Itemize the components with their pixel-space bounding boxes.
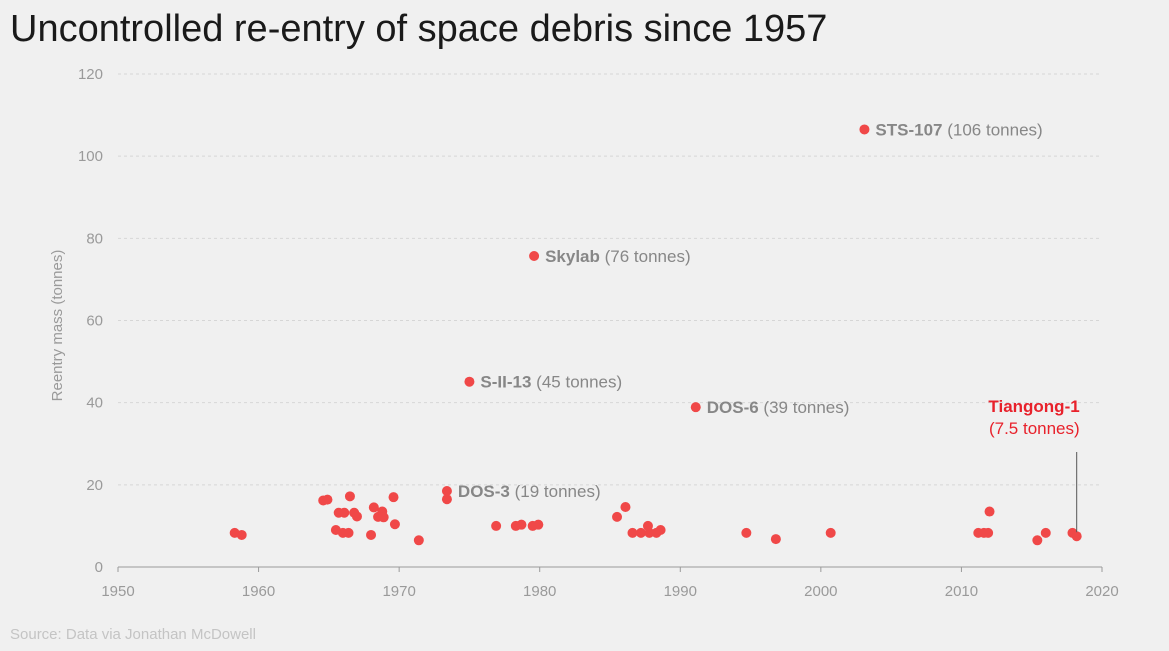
x-tick-label: 2020 (1085, 583, 1118, 600)
annotation-mass: (76 tonnes) (605, 247, 691, 266)
x-tick-label: 1950 (101, 583, 134, 600)
highlight-mass: (7.5 tonnes) (989, 419, 1080, 438)
annotation-label: S-II-13 (45 tonnes) (480, 373, 622, 392)
annotation-name: DOS-6 (707, 398, 764, 417)
data-point (533, 519, 544, 530)
y-tick-label: 0 (95, 559, 103, 576)
data-point (1032, 535, 1043, 546)
data-point (741, 527, 752, 538)
data-point (859, 124, 870, 135)
y-axis-label: Reentry mass (tonnes) (49, 250, 66, 402)
annotation-mass: (19 tonnes) (515, 482, 601, 501)
annotation-name: S-II-13 (480, 373, 536, 392)
data-point (644, 527, 655, 538)
data-point (1071, 531, 1082, 542)
annotation-label: DOS-3 (19 tonnes) (458, 482, 601, 501)
data-point (1040, 527, 1051, 538)
data-point (984, 506, 995, 517)
x-tick-label: 2010 (945, 583, 978, 600)
source-note: Source: Data via Jonathan McDowell (10, 626, 256, 643)
data-point (655, 525, 666, 536)
data-point (366, 529, 377, 540)
grid-lines (118, 73, 1102, 568)
data-point (770, 534, 781, 545)
data-point (627, 527, 638, 538)
data-point (464, 376, 475, 387)
data-point (339, 507, 350, 518)
annotation-name: STS-107 (875, 120, 947, 139)
x-tick-label: 1960 (242, 583, 275, 600)
y-tick-label: 20 (86, 477, 103, 494)
data-point (236, 529, 247, 540)
annotation-mass: (45 tonnes) (536, 373, 622, 392)
y-tick-label: 40 (86, 395, 103, 412)
data-point (441, 494, 452, 505)
data-point (389, 519, 400, 530)
highlight-annotation: Tiangong-1 (7.5 tonnes) (988, 397, 1080, 533)
data-point (491, 520, 502, 531)
data-point (351, 511, 362, 522)
annotation-name: DOS-3 (458, 482, 515, 501)
data-point (388, 492, 399, 503)
chart-title: Uncontrolled re-entry of space debris si… (10, 8, 828, 50)
data-point (344, 491, 355, 502)
annotation-label: STS-107 (106 tonnes) (875, 120, 1042, 139)
x-tick-label: 1990 (664, 583, 697, 600)
y-tick-label: 80 (86, 230, 103, 247)
data-point (368, 502, 379, 513)
data-point (343, 527, 354, 538)
y-tick-labels: 0 20 40 60 80 100 120 (78, 66, 103, 576)
data-point (441, 485, 452, 496)
annotation-label: DOS-6 (39 tonnes) (707, 398, 850, 417)
annotations: STS-107 (106 tonnes) Skylab (76 tonnes) S-… (458, 120, 1043, 501)
data-point (413, 535, 424, 546)
data-point (516, 519, 527, 530)
data-point (612, 511, 623, 522)
x-tick-labels: 1950 1960 1970 1980 1990 2000 2010 2020 (101, 567, 1119, 600)
y-tick-label: 100 (78, 148, 103, 165)
annotation-label: Skylab (76 tonnes) (545, 247, 691, 266)
x-tick-label: 1980 (523, 583, 556, 600)
data-point (529, 250, 540, 261)
data-point (322, 494, 333, 505)
scatter-chart: 0 20 40 60 80 100 120 1950 1960 1970 1980 1990 2000… (49, 66, 1119, 600)
x-tick-label: 1970 (382, 583, 415, 600)
data-point (635, 527, 646, 538)
data-point (378, 512, 389, 523)
annotation-name: Skylab (545, 247, 605, 266)
data-point (983, 527, 994, 538)
data-point (620, 502, 631, 513)
y-tick-label: 120 (78, 66, 103, 83)
data-point (825, 527, 836, 538)
highlight-name: Tiangong-1 (988, 397, 1079, 416)
x-tick-label: 2000 (804, 583, 837, 600)
data-points (229, 124, 1082, 546)
annotation-mass: (106 tonnes) (947, 120, 1042, 139)
data-point (690, 402, 701, 413)
annotation-mass: (39 tonnes) (763, 398, 849, 417)
y-tick-label: 60 (86, 313, 103, 330)
